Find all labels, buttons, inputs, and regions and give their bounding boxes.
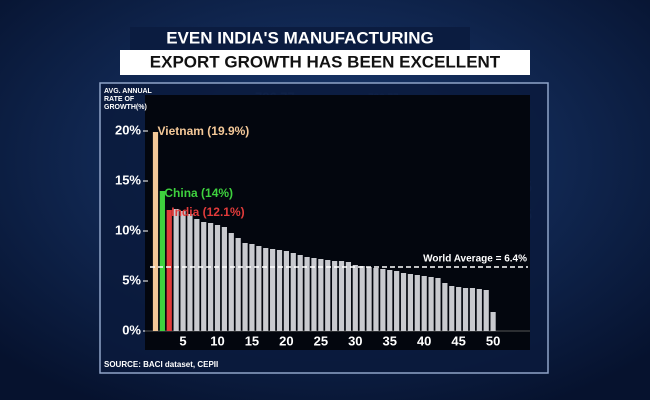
x-tick-label: 50 bbox=[486, 333, 500, 348]
bar bbox=[180, 211, 186, 331]
bar bbox=[249, 244, 255, 331]
bar bbox=[435, 278, 441, 331]
bar bbox=[332, 261, 338, 331]
bar bbox=[228, 233, 234, 331]
bar bbox=[462, 288, 469, 331]
x-tick-label: 35 bbox=[383, 333, 397, 348]
bar bbox=[421, 276, 427, 331]
bar bbox=[290, 253, 296, 331]
bar bbox=[276, 250, 283, 331]
bar bbox=[380, 269, 386, 331]
bar bbox=[235, 238, 241, 331]
bar bbox=[201, 222, 207, 331]
bar bbox=[256, 246, 262, 331]
average-label: World Average = 6.4% bbox=[423, 254, 527, 265]
bar bbox=[366, 267, 372, 331]
bar bbox=[283, 251, 289, 331]
y-axis-label: AVG. ANNUAL RATE OF GROWTH(%) bbox=[104, 88, 152, 111]
bar bbox=[387, 270, 393, 331]
x-tick-label: 30 bbox=[348, 333, 362, 348]
bar bbox=[159, 191, 165, 331]
bar bbox=[270, 249, 276, 331]
x-tick-label: 25 bbox=[314, 333, 328, 348]
bar bbox=[428, 277, 434, 331]
bar bbox=[187, 214, 193, 331]
bar bbox=[173, 209, 179, 331]
bar bbox=[442, 283, 448, 331]
x-tick-label: 40 bbox=[417, 333, 431, 348]
annotation: India (12.1%) bbox=[171, 205, 244, 219]
y-tick-label: 15% bbox=[115, 172, 141, 187]
bar bbox=[373, 268, 379, 331]
bar bbox=[407, 274, 414, 331]
x-tick-label: 10 bbox=[210, 333, 224, 348]
bar bbox=[208, 223, 214, 331]
x-tick-label: 45 bbox=[451, 333, 465, 348]
bar bbox=[338, 261, 345, 331]
bar bbox=[359, 266, 365, 331]
bar bbox=[352, 265, 358, 331]
bar bbox=[318, 259, 324, 331]
x-tick-label: 20 bbox=[279, 333, 293, 348]
title-box bbox=[120, 50, 530, 75]
x-tick-label: 5 bbox=[179, 333, 186, 348]
bar bbox=[166, 210, 172, 331]
bar bbox=[456, 287, 462, 331]
bar bbox=[414, 275, 420, 331]
bar bbox=[304, 257, 310, 331]
title: EXPORT GROWTH HAS BEEN EXCELLENT bbox=[150, 52, 501, 71]
bar bbox=[325, 260, 331, 331]
bar bbox=[490, 312, 496, 331]
bar bbox=[152, 132, 159, 331]
source: SOURCE: BACI dataset, CEPII bbox=[104, 360, 218, 369]
title: EVEN INDIA'S MANUFACTURING bbox=[166, 28, 434, 47]
y-tick-label: 0% bbox=[122, 322, 141, 337]
bar bbox=[400, 273, 407, 331]
y-tick-label: 5% bbox=[122, 272, 141, 287]
bar bbox=[469, 288, 476, 331]
bar bbox=[483, 290, 489, 331]
bar bbox=[476, 289, 482, 331]
bar bbox=[221, 227, 227, 331]
x-tick-label: 15 bbox=[245, 333, 259, 348]
title-box bbox=[130, 27, 470, 51]
bar bbox=[345, 262, 352, 331]
bar bbox=[311, 258, 317, 331]
bar bbox=[214, 225, 221, 331]
y-tick-label: 20% bbox=[115, 122, 141, 137]
bar bbox=[449, 286, 455, 331]
bar bbox=[297, 255, 303, 331]
bar bbox=[194, 219, 200, 331]
bar bbox=[263, 248, 269, 331]
bar bbox=[394, 271, 400, 331]
annotation: Vietnam (19.9%) bbox=[157, 124, 249, 138]
bar bbox=[242, 243, 248, 331]
annotation: China (14%) bbox=[164, 186, 233, 200]
y-tick-label: 10% bbox=[115, 222, 141, 237]
